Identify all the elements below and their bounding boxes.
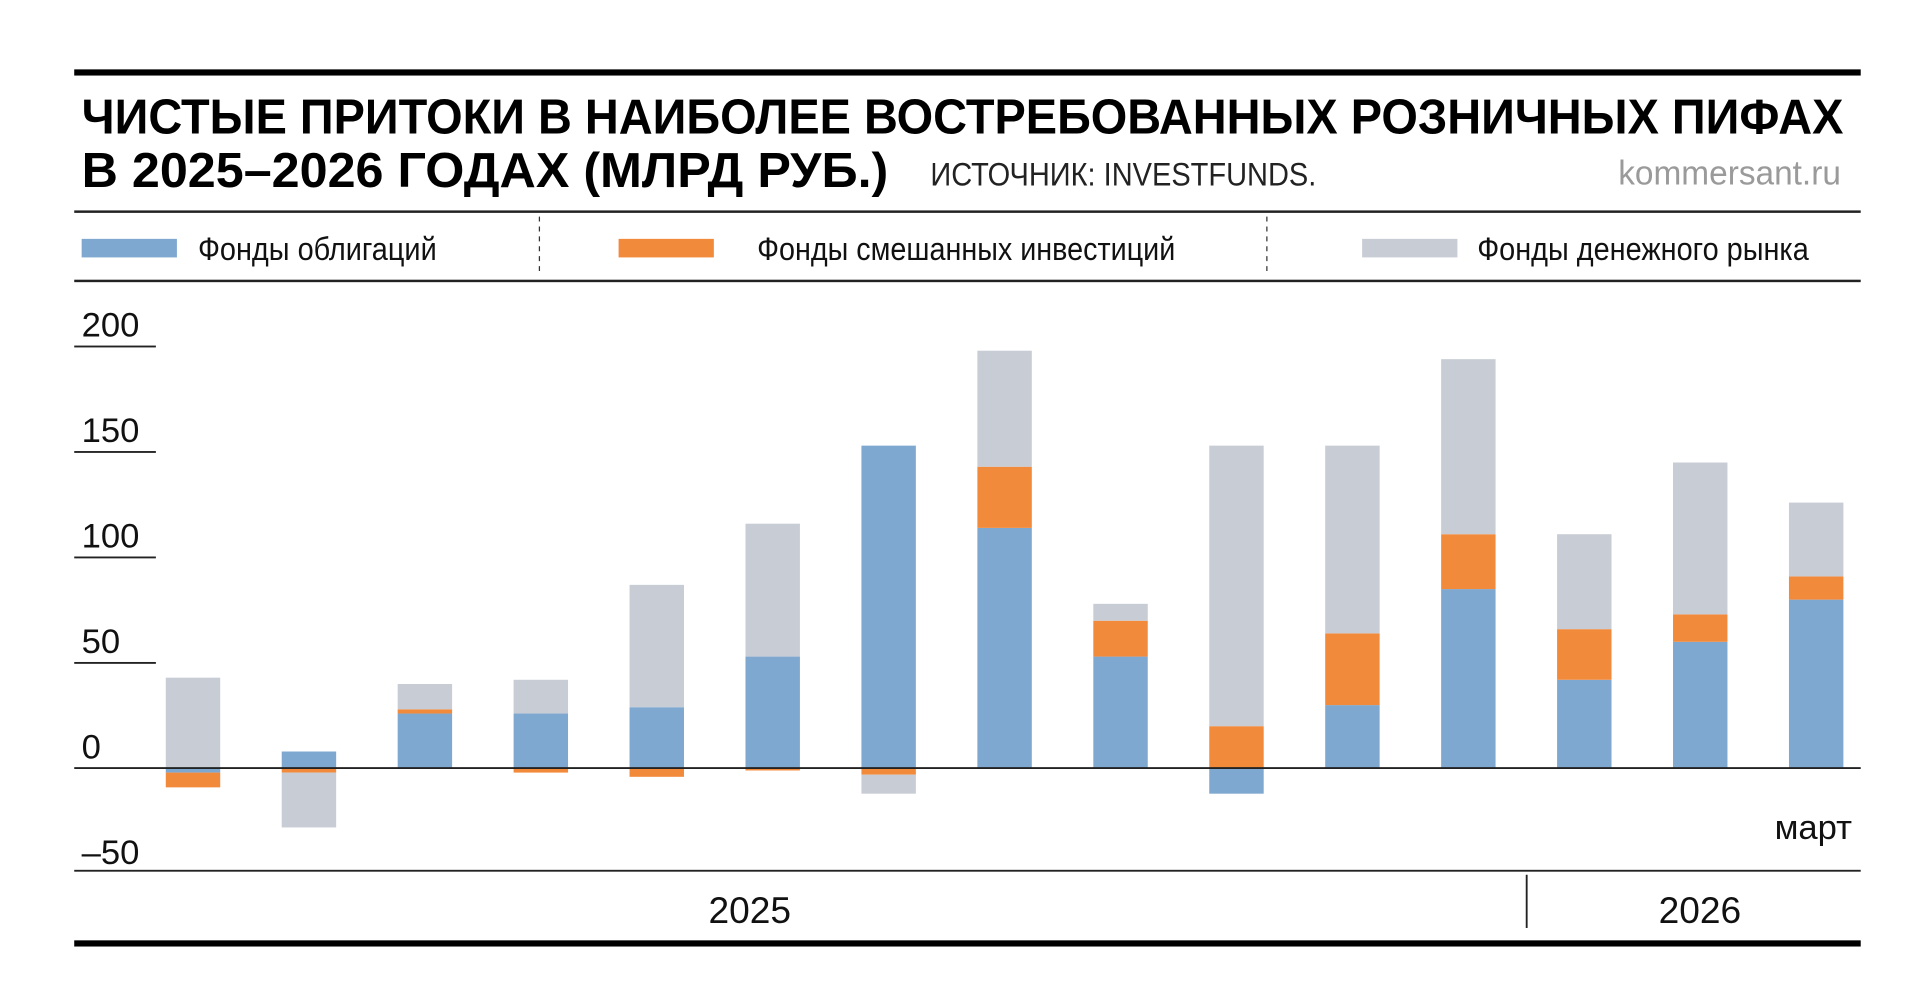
legend-label-mixed: Фонды смешанных инвестиций bbox=[757, 231, 1175, 267]
legend: Фонды облигаций Фонды смешанных инвестиц… bbox=[81, 231, 1809, 267]
bar-segment-mixed bbox=[1557, 629, 1612, 680]
bar-segment-bonds bbox=[513, 713, 569, 769]
y-gridline-tick bbox=[74, 661, 156, 664]
bar-segment-bonds bbox=[1557, 679, 1612, 769]
bar-segment-money-market bbox=[1441, 359, 1496, 535]
bar-segment-bonds bbox=[165, 768, 221, 773]
zero-line bbox=[74, 767, 1861, 769]
bar-segment-money-market bbox=[1788, 502, 1844, 577]
top-rule bbox=[74, 69, 1861, 76]
y-tick-label: 50 bbox=[82, 623, 121, 661]
brand-watermark: kommersant.ru bbox=[1618, 154, 1841, 192]
bar-segment-mixed bbox=[745, 768, 800, 771]
bar-segment-bonds bbox=[1093, 656, 1148, 769]
bar-segment-bonds bbox=[1788, 599, 1844, 769]
bars bbox=[165, 350, 1844, 828]
bar-segment-money-market bbox=[397, 683, 453, 710]
bar-segment-bonds bbox=[397, 713, 453, 769]
legend-swatch-money-market bbox=[1362, 238, 1458, 258]
bar-segment-money-market bbox=[977, 350, 1032, 467]
bar-segment-money-market bbox=[745, 523, 800, 657]
title-line-2: В 2025–2026 ГОДАХ (МЛРД РУБ.) bbox=[82, 143, 889, 198]
last-month-label: март bbox=[1775, 809, 1853, 847]
bar-segment-mixed bbox=[1209, 726, 1264, 769]
bar-segment-mixed bbox=[513, 768, 569, 773]
bar-segment-bonds bbox=[861, 445, 916, 769]
bar-segment-mixed bbox=[1673, 614, 1728, 642]
bar-segment-mixed bbox=[1788, 576, 1844, 600]
bottom-rule bbox=[74, 940, 1861, 947]
y-tick-label: 200 bbox=[82, 307, 140, 345]
y-gridline-tick bbox=[74, 451, 156, 453]
bar-segment-money-market bbox=[1093, 603, 1148, 621]
bar-segment-mixed bbox=[165, 772, 221, 788]
legend-bottom-rule bbox=[74, 279, 1861, 283]
bar-segment-money-market bbox=[513, 679, 569, 714]
bar-segment-mixed bbox=[861, 768, 916, 775]
bar-segment-bonds bbox=[1209, 768, 1264, 794]
title-line-1: ЧИСТЫЕ ПРИТОКИ В НАИБОЛЕЕ ВОСТРЕБОВАННЫХ… bbox=[82, 90, 1844, 145]
bar-segment-bonds bbox=[629, 707, 684, 769]
y-tick-label: 150 bbox=[82, 412, 140, 450]
bar-segment-money-market bbox=[165, 677, 221, 769]
year-label-2025: 2025 bbox=[708, 889, 791, 931]
legend-label-money-market: Фонды денежного рынка bbox=[1477, 231, 1809, 267]
source-note: ИСТОЧНИК: INVESTFUNDS. bbox=[930, 157, 1316, 193]
bar-segment-mixed bbox=[397, 709, 453, 714]
bar-segment-money-market bbox=[861, 774, 916, 794]
year-label-2026: 2026 bbox=[1659, 889, 1742, 931]
y-gridline-tick bbox=[74, 556, 156, 559]
bar-segment-money-market bbox=[1209, 445, 1264, 727]
axis-bottom-rule bbox=[74, 869, 1861, 872]
bar-segment-bonds bbox=[1441, 589, 1496, 769]
bar-segment-bonds bbox=[977, 527, 1032, 769]
y-axis: 200 150 100 50 0 –50 bbox=[74, 307, 156, 872]
bar-segment-mixed bbox=[629, 768, 684, 777]
y-tick-label: 0 bbox=[82, 728, 101, 766]
bar-segment-mixed bbox=[1093, 620, 1148, 657]
y-tick-label: –50 bbox=[82, 834, 140, 872]
bar-segment-mixed bbox=[1325, 633, 1380, 706]
bar-segment-bonds bbox=[281, 751, 337, 769]
bar-segment-bonds bbox=[1673, 641, 1728, 769]
legend-swatch-bonds bbox=[81, 238, 177, 258]
legend-label-bonds: Фонды облигаций bbox=[198, 231, 437, 267]
bar-segment-mixed bbox=[281, 768, 337, 773]
bar-segment-mixed bbox=[1441, 534, 1496, 590]
bar-segment-money-market bbox=[281, 772, 337, 828]
y-gridline-tick bbox=[74, 345, 156, 348]
bar-segment-bonds bbox=[1325, 705, 1380, 769]
bar-segment-bonds bbox=[745, 656, 800, 769]
bar-segment-money-market bbox=[1673, 462, 1728, 615]
legend-top-rule bbox=[74, 210, 1861, 213]
bar-segment-money-market bbox=[629, 584, 684, 708]
bar-segment-money-market bbox=[1325, 445, 1380, 634]
y-tick-label: 100 bbox=[82, 518, 140, 556]
legend-swatch-mixed bbox=[618, 238, 714, 258]
bar-segment-mixed bbox=[977, 466, 1032, 528]
bar-segment-money-market bbox=[1557, 534, 1612, 630]
